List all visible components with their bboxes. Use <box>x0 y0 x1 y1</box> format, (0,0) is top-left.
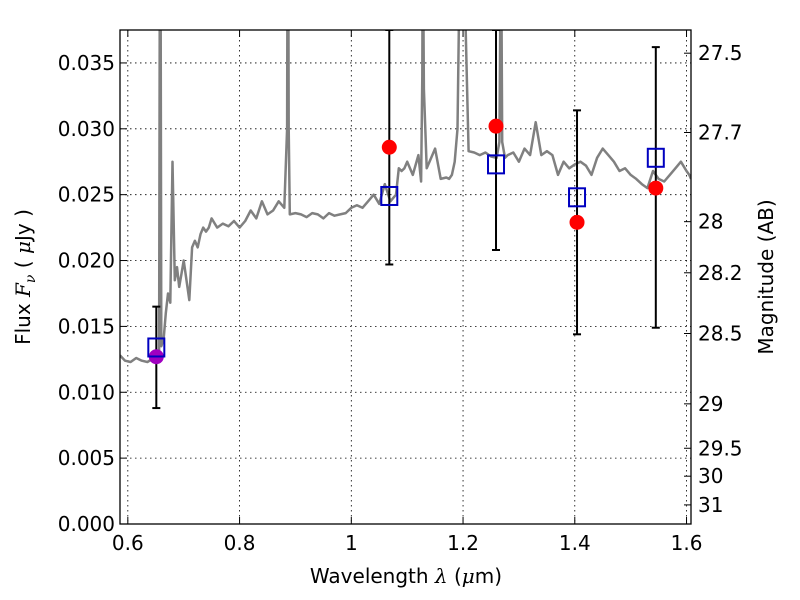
x-axis-title-symbol: λ <box>434 564 448 588</box>
x-tick-label: 1.4 <box>559 531 591 555</box>
model-photometry-point <box>380 185 399 206</box>
observed-point <box>381 139 397 155</box>
model-spectrum-layer <box>120 30 691 364</box>
y-tick-label: 0.025 <box>58 183 115 207</box>
y-tick-label: 0.005 <box>58 446 115 470</box>
x-tick-label: 1.2 <box>447 531 479 555</box>
y-tick-label: 0.020 <box>58 249 115 273</box>
x-tick-label: 0.8 <box>224 531 256 555</box>
y-tick-label: 0.000 <box>58 512 115 536</box>
observed-point <box>488 118 504 134</box>
y2-tick-label: 27.7 <box>698 120 743 144</box>
y-tick-label: 0.010 <box>58 380 115 404</box>
observed-point <box>648 180 664 196</box>
x-tick-labels: 0.6 0.8 1 1.2 1.4 1.6 <box>112 531 703 555</box>
y-axis-title-units-mu: μ <box>11 241 35 254</box>
x-axis-title-units-mu: μ <box>462 564 475 588</box>
y2-tick-label: 29 <box>698 392 723 416</box>
y-axis-title-symbol: F <box>11 282 35 298</box>
model-photometry-point <box>568 187 587 208</box>
y-axis-title-subscript: ν <box>23 274 39 283</box>
y2-tick-label: 28 <box>698 210 723 234</box>
model-photometry-point <box>487 154 506 175</box>
x-axis-title-units-rest: m) <box>475 564 502 588</box>
model-spectrum-line <box>120 30 691 364</box>
y2-axis-title: Magnitude (AB) <box>754 199 778 354</box>
model-photometry-point <box>646 147 665 168</box>
tick-marks <box>120 30 691 525</box>
y2-tick-label: 29.5 <box>698 436 743 460</box>
y-axis-title-prefix: Flux <box>11 297 35 345</box>
y-axis-title-units-rest: Jy ) <box>11 209 35 243</box>
y-tick-label: 0.035 <box>58 51 115 75</box>
y-axis-title-units-open: ( <box>11 254 35 275</box>
plot-frame <box>119 29 692 525</box>
x-tick-label: 1.6 <box>671 531 703 555</box>
x-tick-label: 1 <box>345 531 358 555</box>
x-axis-title-units-open: ( <box>448 564 462 588</box>
model-photometry-layer <box>147 147 665 358</box>
observed-points-layer <box>148 118 664 365</box>
observed-point <box>569 214 585 230</box>
y-tick-label: 0.030 <box>58 117 115 141</box>
x-tick-label: 0.6 <box>112 531 144 555</box>
y2-tick-label: 27.5 <box>698 41 743 65</box>
y2-tick-labels: 27.5 27.7 28 28.2 28.5 29 29.5 30 31 <box>698 41 743 517</box>
y-axis-title: Flux Fν ( μJy ) <box>11 209 39 345</box>
y-tick-labels: 0.000 0.005 0.010 0.015 0.020 0.025 0.030 0.035 <box>58 51 115 536</box>
x-axis-title-prefix: Wavelength <box>310 564 435 588</box>
y-tick-label: 0.015 <box>58 314 115 338</box>
y2-tick-label: 28.5 <box>698 322 743 346</box>
y2-tick-label: 31 <box>698 493 723 517</box>
y2-tick-label: 30 <box>698 464 723 488</box>
model-photometry-point <box>147 337 166 358</box>
y2-tick-label: 28.2 <box>698 261 743 285</box>
x-axis-title: Wavelength λ (μm) <box>310 564 502 588</box>
